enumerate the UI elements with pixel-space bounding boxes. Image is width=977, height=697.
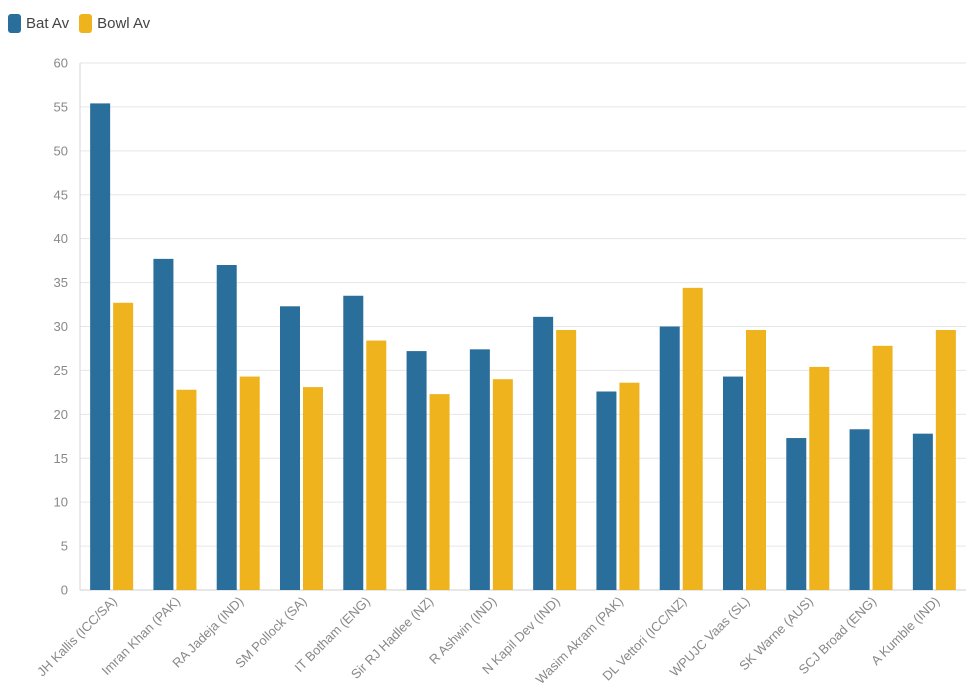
bar-bowl-av[interactable]	[556, 330, 577, 590]
bar-bowl-av[interactable]	[176, 389, 197, 590]
bar-bat-av[interactable]	[406, 351, 427, 590]
y-tick-label: 15	[54, 451, 68, 466]
legend-label-bowl-av: Bowl Av	[97, 15, 151, 32]
bar-bowl-av[interactable]	[429, 394, 450, 590]
bar-bowl-av[interactable]	[303, 387, 323, 590]
legend-label-bat-av: Bat Av	[26, 15, 70, 32]
bar-bat-av[interactable]	[659, 326, 680, 591]
y-tick-label: 30	[54, 319, 68, 334]
bar-bowl-av[interactable]	[113, 302, 134, 590]
bar-bat-av[interactable]	[912, 433, 933, 590]
bar-bat-av[interactable]	[280, 306, 300, 590]
bar-bowl-av[interactable]	[682, 287, 703, 590]
bar-bat-av[interactable]	[469, 349, 490, 590]
legend-item-bowl-av[interactable]: Bowl Av	[79, 14, 150, 33]
bar-bowl-av[interactable]	[239, 376, 260, 590]
legend: Bat Av Bowl Av	[8, 14, 150, 33]
legend-swatch-bowl-av	[79, 14, 93, 33]
y-tick-label: 40	[54, 231, 68, 246]
bar-bowl-av[interactable]	[935, 330, 956, 590]
y-tick-label: 45	[54, 187, 68, 202]
bar-bat-av[interactable]	[343, 295, 364, 590]
legend-item-bat-av[interactable]: Bat Av	[8, 14, 69, 33]
x-tick-label: A Kumble (IND)	[868, 594, 942, 668]
bar-bowl-av[interactable]	[619, 382, 640, 590]
bar-bowl-av[interactable]	[746, 330, 766, 590]
y-tick-label: 35	[54, 275, 68, 290]
bar-bat-av[interactable]	[153, 258, 174, 590]
bar-bat-av[interactable]	[596, 391, 617, 590]
bar-bat-av[interactable]	[90, 103, 111, 591]
bar-bat-av[interactable]	[533, 316, 554, 590]
y-tick-label: 10	[54, 495, 68, 510]
y-tick-label: 60	[54, 56, 68, 71]
y-tick-label: 0	[61, 583, 68, 598]
y-tick-label: 5	[61, 539, 68, 554]
y-tick-label: 50	[54, 143, 68, 158]
bar-bowl-av[interactable]	[809, 366, 830, 590]
bar-bat-av[interactable]	[723, 376, 743, 590]
y-tick-label: 55	[54, 99, 68, 114]
bar-bowl-av[interactable]	[366, 340, 387, 590]
y-tick-label: 20	[54, 407, 68, 422]
bar-bowl-av[interactable]	[872, 345, 893, 590]
bar-bat-av[interactable]	[216, 265, 237, 590]
y-tick-label: 25	[54, 363, 68, 378]
bar-bat-av[interactable]	[786, 438, 807, 590]
legend-swatch-bat-av	[8, 14, 21, 33]
bar-bowl-av[interactable]	[492, 379, 513, 590]
bar-bat-av[interactable]	[849, 429, 870, 590]
